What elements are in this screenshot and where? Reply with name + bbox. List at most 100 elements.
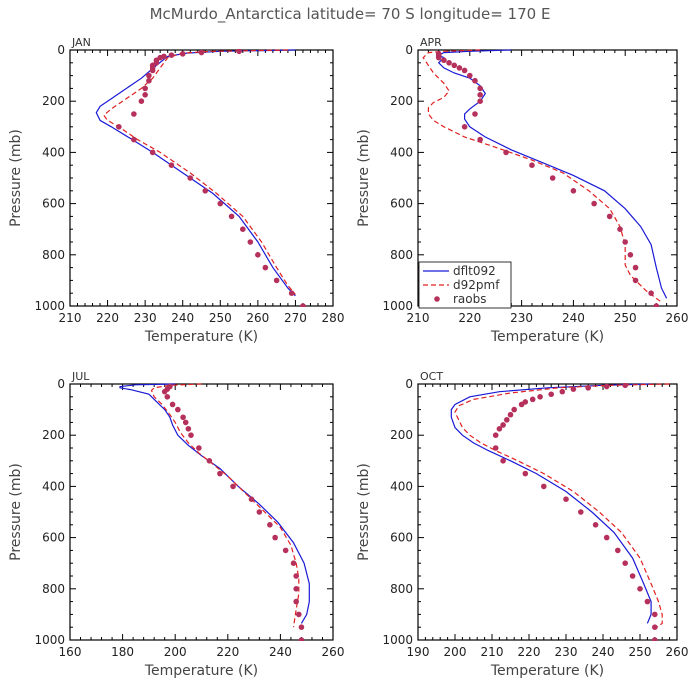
raobs-point bbox=[629, 573, 636, 579]
x-tick-label: 250 bbox=[629, 645, 652, 659]
raobs-point bbox=[492, 432, 499, 439]
raobs-point bbox=[592, 522, 599, 528]
raobs-point bbox=[622, 560, 628, 566]
raobs-point bbox=[196, 445, 202, 451]
raobs-point bbox=[648, 290, 654, 297]
raobs-point bbox=[549, 175, 556, 181]
y-tick-label: 600 bbox=[42, 197, 65, 211]
panel-label: JAN bbox=[71, 36, 91, 49]
panel-jul: JUL 160 180 200 220 240 260 0 200 400 600 800 1000 Te… bbox=[8, 370, 344, 679]
x-tick-label: 210 bbox=[407, 311, 430, 325]
y-tick-label: 800 bbox=[390, 582, 413, 596]
raobs-point bbox=[188, 432, 194, 439]
raobs-point bbox=[627, 252, 634, 258]
y-tick-label: 400 bbox=[390, 479, 413, 493]
panel-jan: JAN 210 220 230 240 250 260 270 280 0 200 400 600 800… bbox=[8, 36, 344, 345]
raobs-point bbox=[217, 470, 223, 477]
raobs-point bbox=[504, 417, 510, 423]
raobs-point bbox=[138, 98, 145, 104]
panel-label: APR bbox=[420, 36, 442, 49]
raobs-point bbox=[653, 303, 660, 307]
raobs-point bbox=[456, 65, 463, 71]
x-tick-label: 200 bbox=[164, 645, 187, 659]
x-tick-label: 230 bbox=[555, 645, 578, 659]
raobs-point bbox=[477, 85, 483, 92]
x-tick-label: 200 bbox=[444, 645, 467, 659]
raobs-point bbox=[272, 534, 278, 541]
raobs-point bbox=[518, 401, 525, 408]
raobs-point bbox=[236, 49, 242, 55]
raobs-point bbox=[187, 175, 194, 181]
x-axis-label: Temperature (K) bbox=[144, 329, 258, 345]
y-tick-label: 200 bbox=[390, 428, 413, 442]
x-axis-label: Temperature (K) bbox=[490, 663, 604, 679]
raobs-point bbox=[652, 624, 658, 630]
x-tick-label: 250 bbox=[614, 311, 637, 325]
raobs-point bbox=[637, 586, 643, 592]
raobs-point bbox=[451, 62, 458, 69]
figure-title: McMurdo_Antarctica latitude= 70 S longit… bbox=[150, 5, 551, 24]
data-layer bbox=[95, 49, 306, 307]
raobs-point bbox=[492, 445, 499, 451]
y-tick-label: 0 bbox=[405, 377, 413, 391]
raobs-point bbox=[146, 72, 152, 79]
d92pmf-line bbox=[454, 383, 670, 629]
y-tick-label: 200 bbox=[42, 428, 65, 442]
raobs-point bbox=[247, 239, 254, 245]
raobs-point bbox=[164, 394, 171, 400]
data-layer bbox=[422, 49, 668, 307]
dflt092-line bbox=[119, 383, 310, 624]
raobs-point bbox=[131, 111, 137, 117]
legend-label-d92pmf: d92pmf bbox=[453, 278, 500, 292]
raobs-point bbox=[522, 470, 529, 477]
raobs-point bbox=[142, 92, 148, 98]
raobs-point bbox=[461, 124, 468, 130]
panel-oct: OCT 190 200 210 220 230 240 250 260 0 200 400 600 800… bbox=[356, 370, 688, 679]
raobs-point bbox=[570, 386, 577, 392]
raobs-point bbox=[477, 136, 483, 143]
raobs-point bbox=[622, 239, 628, 245]
raobs-point bbox=[296, 611, 302, 618]
data-layer bbox=[119, 383, 310, 641]
raobs-point bbox=[632, 264, 639, 271]
raobs-point bbox=[288, 290, 295, 297]
y-tick-label: 400 bbox=[42, 479, 65, 493]
raobs-point bbox=[240, 226, 246, 232]
y-tick-label: 200 bbox=[390, 94, 413, 108]
raobs-point bbox=[563, 496, 569, 503]
raobs-point bbox=[541, 483, 547, 490]
y-axis-label: Pressure (mb) bbox=[356, 463, 372, 561]
raobs-point bbox=[585, 385, 591, 391]
legend-label-dflt092: dflt092 bbox=[453, 264, 496, 278]
raobs-point bbox=[206, 458, 213, 464]
raobs-point bbox=[570, 188, 577, 194]
raobs-point bbox=[182, 419, 189, 426]
x-tick-label: 230 bbox=[134, 311, 157, 325]
y-tick-label: 400 bbox=[42, 145, 65, 159]
raobs-point bbox=[149, 67, 156, 74]
raobs-point bbox=[248, 496, 255, 503]
raobs-point bbox=[161, 388, 168, 395]
raobs-point bbox=[446, 60, 452, 66]
dflt092-line bbox=[95, 49, 296, 297]
y-tick-label: 1000 bbox=[382, 299, 413, 313]
raobs-point bbox=[185, 426, 192, 432]
legend-label-raobs: raobs bbox=[453, 292, 487, 306]
x-tick-label: 190 bbox=[407, 645, 430, 659]
raobs-point bbox=[472, 77, 478, 84]
raobs-point bbox=[503, 149, 509, 156]
x-tick-label: 260 bbox=[322, 645, 345, 659]
raobs-point bbox=[622, 383, 628, 389]
x-tick-label: 160 bbox=[59, 645, 82, 659]
raobs-point bbox=[644, 598, 651, 605]
raobs-point bbox=[472, 111, 478, 117]
raobs-point bbox=[256, 509, 263, 515]
raobs-point bbox=[578, 509, 584, 515]
raobs-point bbox=[617, 226, 623, 232]
raobs-point bbox=[507, 411, 514, 418]
raobs-point bbox=[293, 598, 299, 605]
plot-frame bbox=[69, 49, 334, 307]
y-tick-label: 0 bbox=[405, 43, 413, 57]
raobs-point bbox=[168, 162, 175, 168]
